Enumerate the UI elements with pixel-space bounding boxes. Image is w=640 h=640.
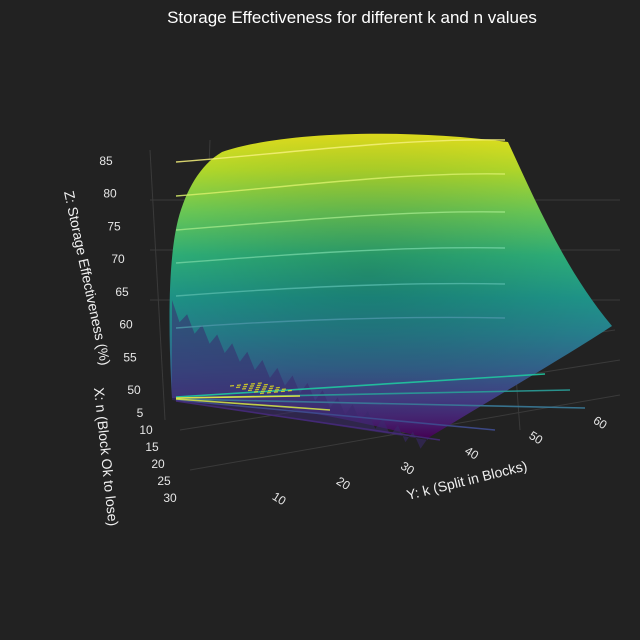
contour-line <box>175 173 506 197</box>
contour-projection <box>253 388 287 393</box>
contour-line <box>175 139 506 163</box>
x-axis-ticks: 5 10 15 20 25 30 <box>137 406 177 505</box>
z-tick-label: 80 <box>103 187 117 201</box>
contour-projection <box>235 383 269 389</box>
z-axis-ticks: 50 55 60 65 70 75 80 85 <box>99 154 141 397</box>
x-tick-label: 10 <box>139 423 153 437</box>
contour-projection <box>175 400 441 441</box>
surface-layer <box>169 133 613 449</box>
contour-projection <box>175 399 496 431</box>
contour-projection <box>175 398 586 409</box>
contour-line <box>175 247 506 264</box>
z-tick-label: 65 <box>115 285 129 299</box>
x-tick-label: 15 <box>145 440 159 454</box>
contour-projection <box>241 385 275 390</box>
z-tick-label: 75 <box>107 219 121 233</box>
x-axis-title: X: n (Block Ok to lose) <box>91 387 121 527</box>
z-tick-label: 70 <box>111 252 125 266</box>
contour-line <box>175 316 506 329</box>
y-tick-label: 10 <box>270 489 289 508</box>
contour-projection <box>175 398 331 411</box>
y-tick-label: 40 <box>462 444 481 463</box>
z-tick-label: 85 <box>99 154 113 168</box>
y-tick-label: 20 <box>334 474 353 493</box>
contour-lines <box>175 139 506 329</box>
chart-title: Storage Effectiveness for different k an… <box>167 8 537 27</box>
contour-projection <box>175 395 301 399</box>
z-tick-label: 50 <box>127 383 141 397</box>
z-axis-title: Z: Storage Effectiveness (%) <box>61 189 114 366</box>
contour-projection <box>175 373 546 398</box>
contour-projection <box>247 386 281 392</box>
x-tick-label: 20 <box>151 457 165 471</box>
x-tick-label: 5 <box>137 406 144 420</box>
y-tick-label: 30 <box>398 459 417 478</box>
floor-projections <box>175 373 586 441</box>
contour-projection <box>229 382 263 387</box>
y-tick-label: 50 <box>527 428 546 447</box>
contour-line <box>175 211 506 231</box>
z-tick-label: 55 <box>123 350 137 364</box>
contour-projection <box>259 389 293 395</box>
contour-line <box>175 282 506 297</box>
x-tick-label: 25 <box>157 474 171 488</box>
z-tick-label: 60 <box>119 318 133 332</box>
x-tick-label: 30 <box>163 491 177 505</box>
y-tick-label: 60 <box>591 413 610 432</box>
surface-shading <box>169 133 613 438</box>
y-axis-title: Y: k (Split in Blocks) <box>405 457 529 502</box>
